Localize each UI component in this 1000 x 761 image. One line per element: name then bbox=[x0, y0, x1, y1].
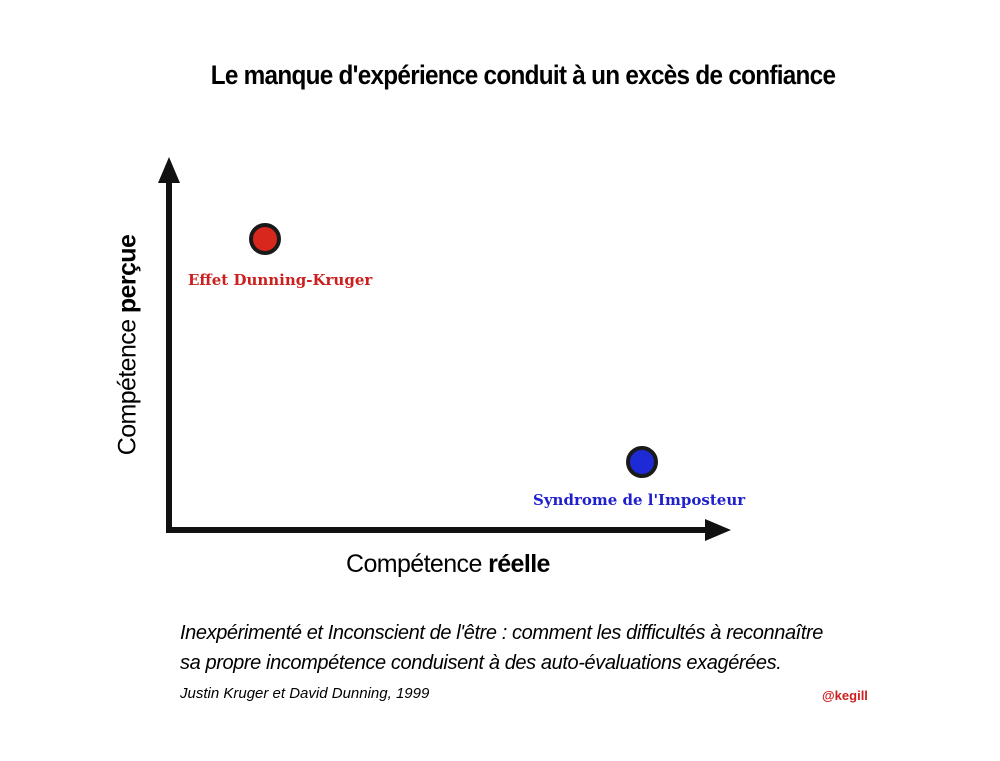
diagram-title: Le manque d'expérience conduit à un excè… bbox=[210, 60, 836, 90]
citation: Justin Kruger et David Dunning, 1999 bbox=[180, 685, 430, 702]
imposteur-point bbox=[626, 446, 658, 478]
imposteur-label: Syndrome de l'Imposteur bbox=[533, 491, 746, 509]
y-axis-label-regular: Compétence bbox=[113, 313, 142, 456]
y-axis-label-bold: perçue bbox=[113, 234, 142, 314]
x-axis-label-regular: Compétence bbox=[346, 550, 489, 578]
dunning-kruger-point bbox=[249, 223, 281, 255]
caption-line-2: sa propre incompétence conduisent à des … bbox=[180, 652, 782, 674]
x-axis-label-bold: réelle bbox=[488, 550, 550, 578]
author-handle: @kegill bbox=[822, 688, 868, 703]
caption-line-1: Inexpérimenté et Inconscient de l'être :… bbox=[180, 622, 823, 644]
x-axis-label: Compétence réelle bbox=[346, 550, 550, 579]
x-axis-arrowhead bbox=[705, 519, 731, 541]
y-axis-arrowhead bbox=[158, 157, 180, 183]
dunning-kruger-label: Effet Dunning-Kruger bbox=[188, 271, 373, 289]
caption: Inexpérimenté et Inconscient de l'être :… bbox=[180, 618, 823, 678]
